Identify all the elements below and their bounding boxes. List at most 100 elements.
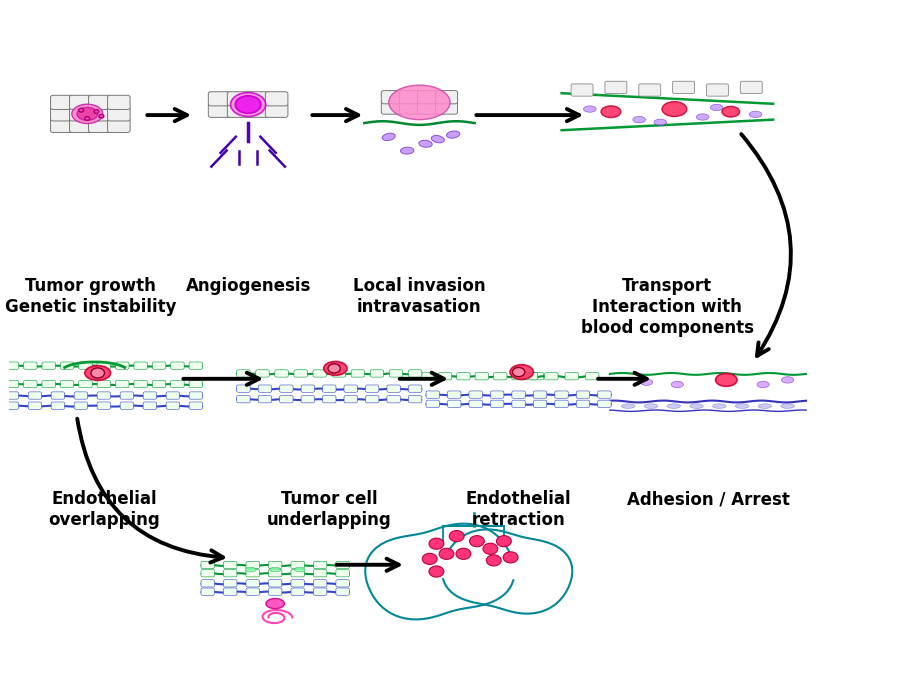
Ellipse shape	[400, 147, 414, 154]
Ellipse shape	[662, 101, 686, 117]
FancyBboxPatch shape	[116, 380, 129, 388]
Ellipse shape	[269, 567, 280, 572]
FancyBboxPatch shape	[323, 395, 335, 403]
FancyBboxPatch shape	[408, 370, 421, 377]
Text: Angiogenesis: Angiogenesis	[186, 277, 311, 295]
FancyBboxPatch shape	[208, 104, 231, 117]
FancyBboxPatch shape	[447, 391, 460, 398]
FancyBboxPatch shape	[255, 370, 269, 377]
FancyBboxPatch shape	[493, 373, 506, 380]
Circle shape	[428, 566, 443, 577]
FancyBboxPatch shape	[227, 92, 250, 106]
Ellipse shape	[381, 133, 395, 141]
FancyBboxPatch shape	[335, 588, 349, 595]
FancyBboxPatch shape	[6, 362, 18, 369]
Text: Endothelial
retraction: Endothelial retraction	[465, 491, 571, 529]
Circle shape	[438, 549, 453, 560]
FancyBboxPatch shape	[120, 392, 133, 400]
Circle shape	[85, 117, 90, 120]
FancyBboxPatch shape	[223, 561, 237, 569]
FancyBboxPatch shape	[97, 362, 110, 369]
Text: Tumor cell
underlapping: Tumor cell underlapping	[267, 491, 391, 529]
FancyBboxPatch shape	[189, 362, 202, 369]
FancyBboxPatch shape	[223, 580, 237, 587]
FancyBboxPatch shape	[236, 370, 250, 377]
Ellipse shape	[757, 404, 771, 408]
FancyBboxPatch shape	[268, 569, 281, 577]
FancyBboxPatch shape	[313, 588, 326, 595]
FancyBboxPatch shape	[408, 395, 421, 403]
Ellipse shape	[231, 92, 266, 117]
FancyBboxPatch shape	[275, 370, 288, 377]
FancyBboxPatch shape	[387, 385, 400, 393]
Ellipse shape	[780, 404, 793, 408]
Ellipse shape	[643, 404, 657, 408]
FancyBboxPatch shape	[335, 561, 349, 569]
FancyBboxPatch shape	[597, 400, 610, 408]
FancyBboxPatch shape	[245, 588, 259, 595]
FancyBboxPatch shape	[6, 380, 18, 388]
FancyBboxPatch shape	[70, 118, 92, 132]
FancyBboxPatch shape	[143, 402, 156, 409]
FancyBboxPatch shape	[6, 392, 18, 400]
Circle shape	[79, 108, 84, 112]
Ellipse shape	[244, 567, 255, 572]
FancyBboxPatch shape	[51, 118, 73, 132]
FancyBboxPatch shape	[380, 101, 403, 114]
Ellipse shape	[666, 404, 680, 408]
FancyBboxPatch shape	[245, 569, 259, 577]
FancyBboxPatch shape	[258, 395, 271, 403]
Ellipse shape	[583, 106, 596, 112]
FancyBboxPatch shape	[143, 392, 156, 400]
FancyBboxPatch shape	[201, 569, 214, 577]
FancyBboxPatch shape	[380, 90, 403, 104]
FancyBboxPatch shape	[387, 395, 400, 403]
FancyBboxPatch shape	[42, 362, 55, 369]
FancyBboxPatch shape	[419, 373, 433, 380]
Ellipse shape	[748, 111, 761, 117]
FancyBboxPatch shape	[51, 95, 73, 110]
FancyBboxPatch shape	[469, 400, 482, 408]
FancyBboxPatch shape	[313, 569, 326, 577]
FancyBboxPatch shape	[171, 362, 184, 369]
FancyBboxPatch shape	[246, 92, 268, 106]
Ellipse shape	[721, 106, 739, 117]
FancyBboxPatch shape	[245, 561, 259, 569]
FancyBboxPatch shape	[575, 400, 589, 408]
Ellipse shape	[446, 131, 460, 138]
FancyBboxPatch shape	[245, 580, 259, 587]
FancyBboxPatch shape	[74, 402, 87, 409]
FancyBboxPatch shape	[61, 380, 74, 388]
FancyBboxPatch shape	[301, 385, 314, 393]
FancyBboxPatch shape	[490, 391, 504, 398]
Ellipse shape	[389, 85, 449, 119]
FancyBboxPatch shape	[79, 380, 92, 388]
FancyBboxPatch shape	[740, 81, 762, 94]
Ellipse shape	[72, 104, 103, 124]
Text: Endothelial
overlapping: Endothelial overlapping	[48, 491, 160, 529]
Ellipse shape	[712, 404, 725, 408]
FancyBboxPatch shape	[529, 373, 543, 380]
FancyBboxPatch shape	[511, 391, 525, 398]
Circle shape	[503, 552, 517, 563]
FancyBboxPatch shape	[171, 380, 184, 388]
FancyBboxPatch shape	[97, 402, 110, 409]
FancyBboxPatch shape	[97, 392, 110, 400]
FancyBboxPatch shape	[74, 392, 87, 400]
FancyBboxPatch shape	[236, 385, 250, 393]
FancyBboxPatch shape	[61, 362, 74, 369]
FancyBboxPatch shape	[408, 385, 421, 393]
FancyBboxPatch shape	[425, 400, 439, 408]
FancyBboxPatch shape	[223, 588, 237, 595]
FancyBboxPatch shape	[108, 95, 130, 110]
FancyBboxPatch shape	[511, 400, 525, 408]
FancyBboxPatch shape	[201, 561, 214, 569]
Ellipse shape	[734, 404, 748, 408]
FancyBboxPatch shape	[575, 391, 589, 398]
FancyBboxPatch shape	[201, 580, 214, 587]
FancyBboxPatch shape	[108, 107, 130, 121]
FancyBboxPatch shape	[28, 402, 41, 409]
FancyBboxPatch shape	[301, 395, 314, 403]
Ellipse shape	[715, 373, 736, 386]
FancyBboxPatch shape	[490, 400, 504, 408]
